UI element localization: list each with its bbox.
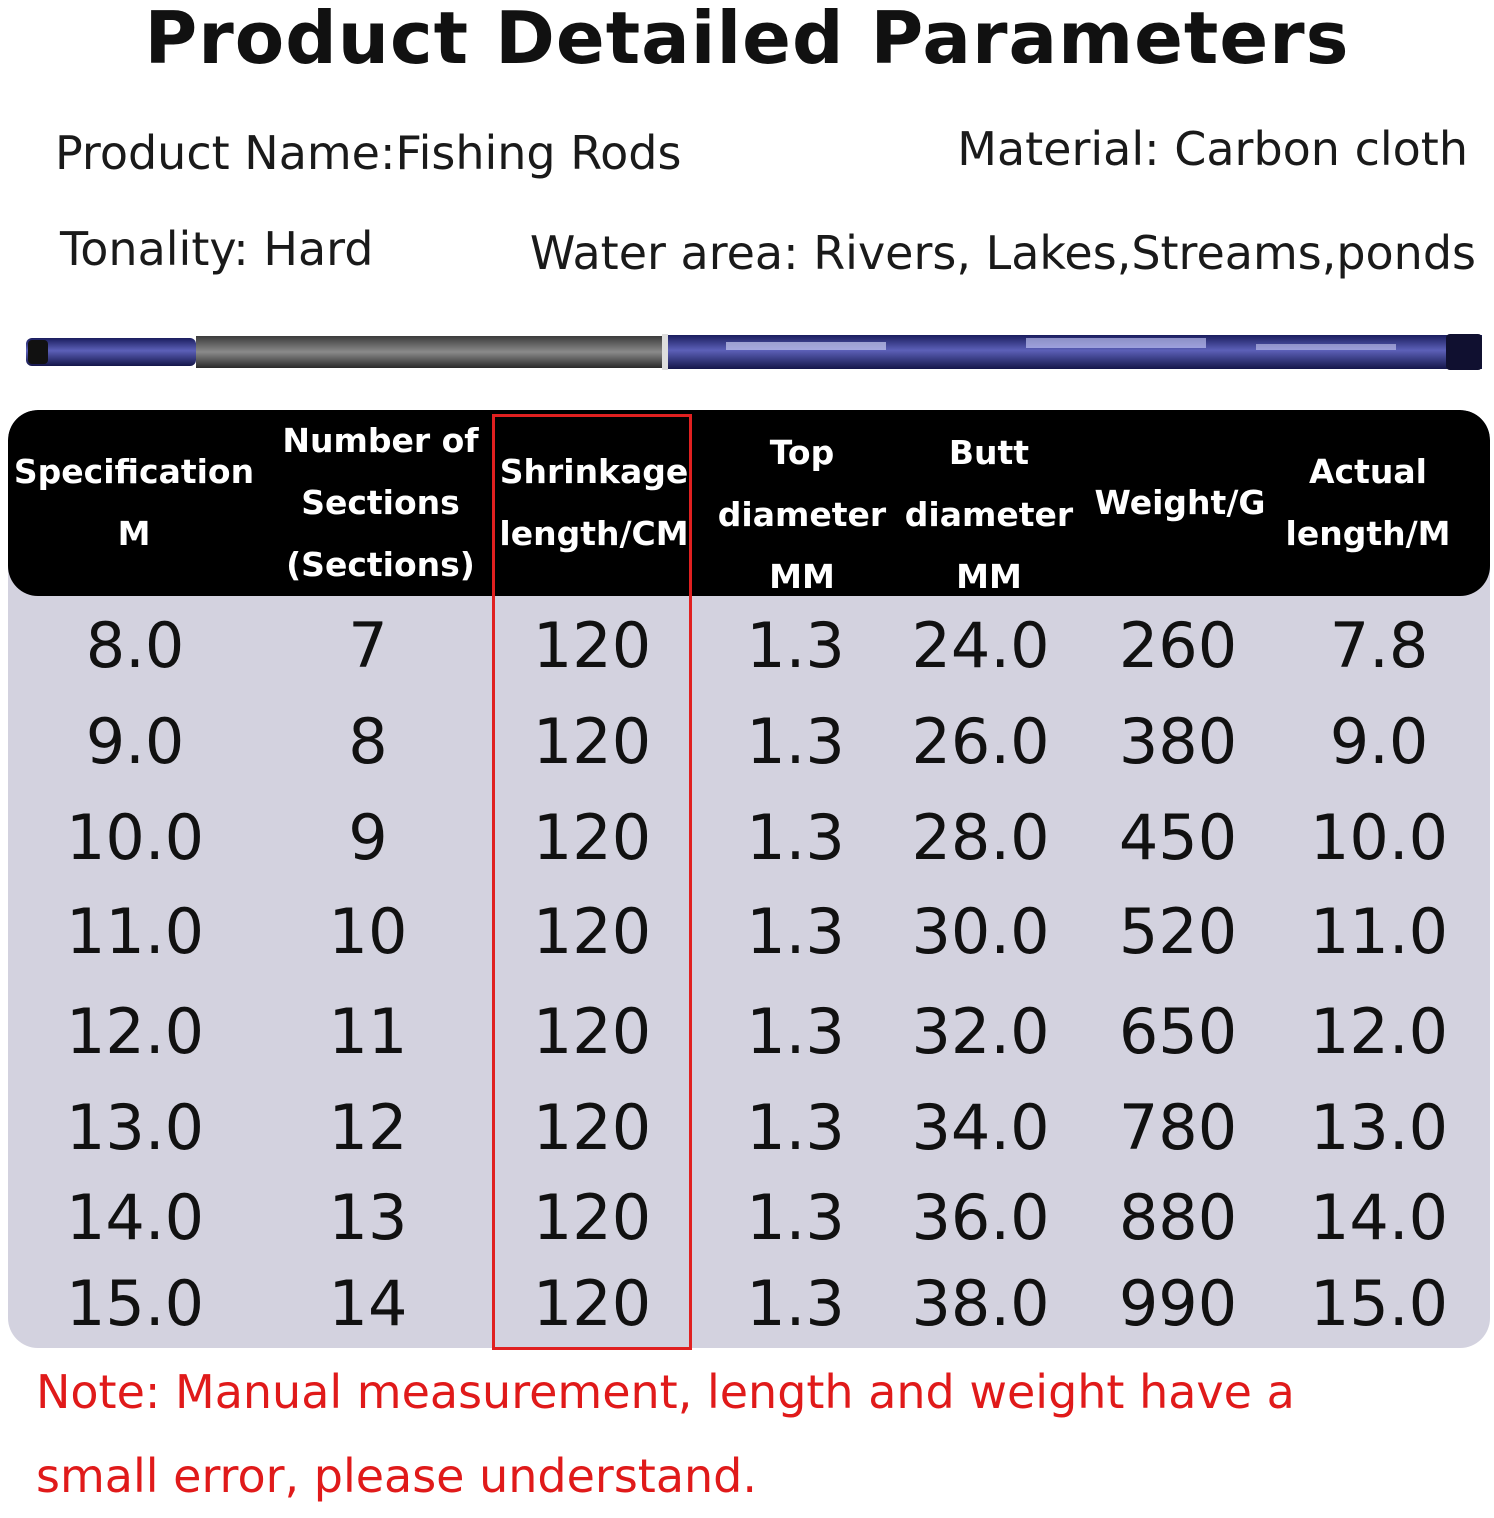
cell-shrinkage-length: 120 (532, 704, 652, 778)
cell-sections: 13 (328, 1180, 408, 1254)
parameters-table: Specification M Number of Sections (Sect… (8, 410, 1490, 1348)
header-specification: Specification M (13, 452, 255, 553)
table-row: 13.0 12 120 1.3 34.0 780 13.0 (8, 1082, 1490, 1172)
page-title: Product Detailed Parameters (144, 0, 1350, 80)
cell-butt-diameter: 28.0 (911, 800, 1050, 874)
cell-sections: 7 (348, 608, 388, 682)
cell-shrinkage-length: 120 (532, 994, 652, 1068)
cell-actual-length: 9.0 (1329, 704, 1429, 778)
cell-top-diameter: 1.3 (746, 608, 845, 682)
cell-specification: 13.0 (65, 1090, 205, 1164)
cell-actual-length: 12.0 (1309, 994, 1449, 1068)
cell-weight: 650 (1118, 994, 1238, 1068)
cell-specification: 11.0 (65, 894, 205, 968)
header-butt-diameter: Butt diameter MM (904, 433, 1074, 596)
table-row: 11.0 10 120 1.3 30.0 520 11.0 (8, 886, 1490, 976)
cell-sections: 14 (328, 1266, 408, 1340)
cell-top-diameter: 1.3 (746, 1266, 845, 1340)
cell-actual-length: 13.0 (1309, 1090, 1449, 1164)
cell-top-diameter: 1.3 (746, 704, 845, 778)
cell-top-diameter: 1.3 (746, 1180, 845, 1254)
cell-actual-length: 15.0 (1309, 1266, 1449, 1340)
cell-weight: 450 (1118, 800, 1238, 874)
tonality: Tonality: Hard (60, 222, 374, 276)
cell-weight: 880 (1118, 1180, 1238, 1254)
cell-butt-diameter: 32.0 (911, 994, 1050, 1068)
cell-actual-length: 11.0 (1309, 894, 1449, 968)
cell-specification: 15.0 (65, 1266, 205, 1340)
cell-top-diameter: 1.3 (746, 1090, 845, 1164)
cell-weight: 990 (1118, 1266, 1238, 1340)
cell-butt-diameter: 24.0 (911, 608, 1050, 682)
cell-shrinkage-length: 120 (532, 800, 652, 874)
cell-butt-diameter: 36.0 (911, 1180, 1050, 1254)
header-shrinkage: Shrinkage length/CM (499, 452, 689, 553)
cell-butt-diameter: 34.0 (911, 1090, 1050, 1164)
note-text: Note: Manual measurement, length and wei… (36, 1365, 1295, 1503)
cell-sections: 9 (348, 800, 388, 874)
header-sections: Number of Sections (Sections) (282, 421, 479, 584)
table-row: 12.0 11 120 1.3 32.0 650 12.0 (8, 986, 1490, 1076)
header-actual-length: Actual length/M (1285, 452, 1451, 553)
material: Material: Carbon cloth (957, 122, 1468, 176)
cell-top-diameter: 1.3 (746, 800, 845, 874)
cell-butt-diameter: 30.0 (911, 894, 1050, 968)
cell-shrinkage-length: 120 (532, 1180, 652, 1254)
table-row: 10.0 9 120 1.3 28.0 450 10.0 (8, 792, 1490, 882)
cell-sections: 11 (328, 994, 408, 1068)
product-name: Product Name:Fishing Rods (55, 126, 682, 180)
cell-actual-length: 14.0 (1309, 1180, 1449, 1254)
header-top-diameter: Top diameter MM (717, 433, 887, 596)
table-row: 9.0 8 120 1.3 26.0 380 9.0 (8, 696, 1490, 786)
cell-weight: 260 (1118, 608, 1238, 682)
cell-butt-diameter: 26.0 (911, 704, 1050, 778)
cell-top-diameter: 1.3 (746, 994, 845, 1068)
table-row: 8.0 7 120 1.3 24.0 260 7.8 (8, 600, 1490, 690)
cell-specification: 8.0 (85, 608, 185, 682)
cell-sections: 8 (348, 704, 388, 778)
cell-specification: 10.0 (65, 800, 205, 874)
header-weight: Weight/G (1094, 483, 1266, 522)
cell-specification: 9.0 (85, 704, 185, 778)
cell-specification: 12.0 (65, 994, 205, 1068)
cell-shrinkage-length: 120 (532, 608, 652, 682)
cell-sections: 10 (328, 894, 408, 968)
cell-actual-length: 7.8 (1329, 608, 1429, 682)
cell-shrinkage-length: 120 (532, 1266, 652, 1340)
table-row: 14.0 13 120 1.3 36.0 880 14.0 (8, 1172, 1490, 1262)
cell-weight: 780 (1118, 1090, 1238, 1164)
cell-butt-diameter: 38.0 (911, 1266, 1050, 1340)
cell-weight: 380 (1118, 704, 1238, 778)
table-header: Specification M Number of Sections (Sect… (8, 410, 1490, 596)
cell-actual-length: 10.0 (1309, 800, 1449, 874)
fishing-rod-image (26, 334, 1482, 370)
water-area: Water area: Rivers, Lakes,Streams,ponds (529, 226, 1476, 280)
table-row: 15.0 14 120 1.3 38.0 990 15.0 (8, 1258, 1490, 1348)
cell-shrinkage-length: 120 (532, 894, 652, 968)
cell-sections: 12 (328, 1090, 408, 1164)
cell-top-diameter: 1.3 (746, 894, 845, 968)
cell-weight: 520 (1118, 894, 1238, 968)
cell-specification: 14.0 (65, 1180, 205, 1254)
cell-shrinkage-length: 120 (532, 1090, 652, 1164)
